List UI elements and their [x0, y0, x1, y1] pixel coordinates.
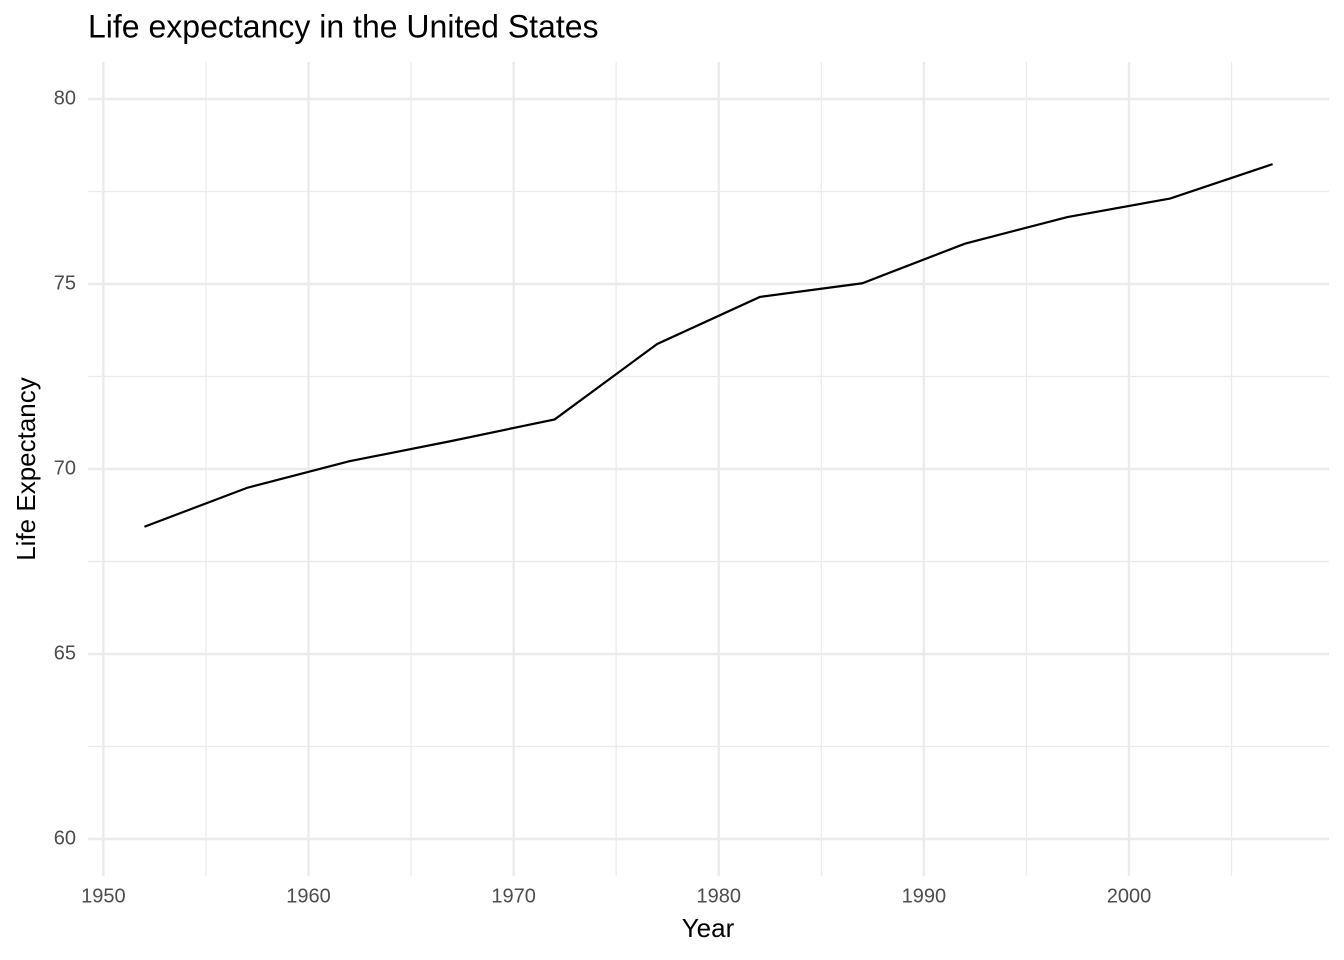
x-tick-label: 2000: [1107, 885, 1152, 907]
y-tick-label: 65: [54, 642, 76, 664]
y-tick-label: 80: [54, 87, 76, 109]
x-tick-label: 1950: [81, 885, 126, 907]
line: [144, 163, 1273, 528]
y-tick-label: 60: [54, 827, 76, 849]
y-axis-title: Life Expectancy: [11, 377, 41, 561]
x-tick-label: 1960: [286, 885, 331, 907]
chart-title: Life expectancy in the United States: [88, 8, 599, 44]
x-tick-label: 1970: [491, 885, 536, 907]
x-tick-label: 1980: [697, 885, 742, 907]
y-tick-label: 70: [54, 457, 76, 479]
x-tick-label: 1990: [902, 885, 947, 907]
y-tick-label: 75: [54, 272, 76, 294]
x-axis-title: Year: [682, 913, 735, 943]
